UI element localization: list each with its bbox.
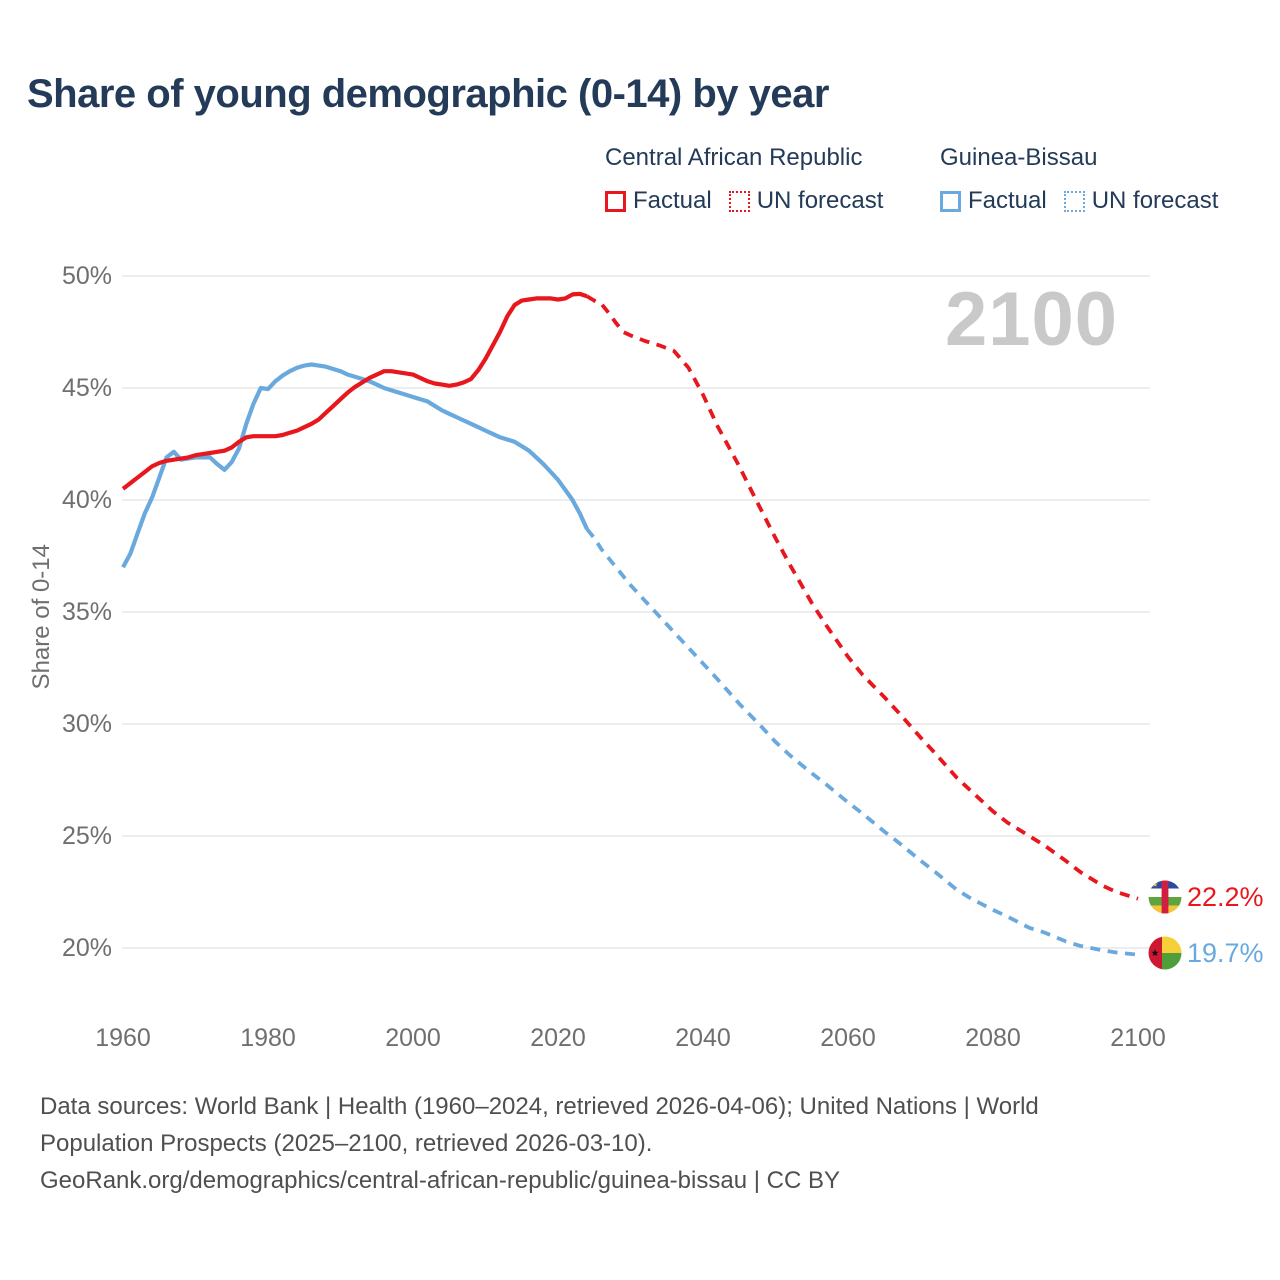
watermark-year: 2100 bbox=[945, 277, 1119, 362]
y-tick-label: 45% bbox=[62, 374, 112, 402]
x-tick-label: 2040 bbox=[675, 1024, 731, 1052]
legend-row: Factual UN forecast bbox=[940, 187, 1235, 215]
data-sources-line-1: Data sources: World Bank | Health (1960–… bbox=[40, 1093, 1039, 1120]
gnb-factual-label: Factual bbox=[968, 187, 1047, 214]
attribution-line: GeoRank.org/demographics/central-african… bbox=[40, 1167, 840, 1194]
gnb-forecast-label: UN forecast bbox=[1091, 187, 1219, 214]
gnb-end-value-label: 19.7% bbox=[1187, 938, 1264, 968]
car-factual-swatch-icon bbox=[605, 190, 626, 212]
central-african-republic-flag-icon bbox=[1148, 880, 1182, 914]
y-tick-label: 40% bbox=[62, 486, 112, 514]
car-end-value-label: 22.2% bbox=[1187, 882, 1264, 912]
legend-group-title: Guinea-Bissau bbox=[940, 144, 1098, 171]
series-car-forecast bbox=[586, 294, 1139, 901]
x-tick-label: 2080 bbox=[965, 1024, 1021, 1052]
legend-row: Factual UN forecast bbox=[605, 187, 900, 215]
page-title: Share of young demographic (0-14) by yea… bbox=[27, 72, 829, 116]
y-tick-label: 25% bbox=[62, 822, 112, 850]
y-tick-label: 20% bbox=[62, 934, 112, 962]
car-forecast-label: UN forecast bbox=[756, 187, 884, 214]
y-tick-label: 30% bbox=[62, 710, 112, 738]
data-sources-line-2: Population Prospects (2025–2100, retriev… bbox=[40, 1130, 653, 1157]
guinea-bissau-flag-icon bbox=[1148, 936, 1182, 970]
footer: Data sources: World Bank | Health (1960–… bbox=[40, 1088, 1039, 1199]
x-tick-label: 2100 bbox=[1110, 1024, 1166, 1052]
series-gnb-forecast bbox=[585, 527, 1139, 957]
x-tick-label: 1980 bbox=[240, 1024, 296, 1052]
legend-group-central-african-republic: Central African Republic Factual UN fore… bbox=[605, 144, 900, 215]
car-forecast-swatch-icon bbox=[728, 190, 750, 212]
y-tick-label: 50% bbox=[62, 262, 112, 290]
gnb-factual-swatch-icon bbox=[940, 190, 961, 212]
gnb-forecast-swatch-icon bbox=[1063, 190, 1085, 212]
series-car-factual bbox=[121, 291, 588, 491]
car-flag-star bbox=[1152, 881, 1158, 887]
x-tick-label: 2000 bbox=[385, 1024, 441, 1052]
y-tick-label: 35% bbox=[62, 598, 112, 626]
x-tick-label: 2060 bbox=[820, 1024, 876, 1052]
legend-group-guinea-bissau: Guinea-Bissau Factual UN forecast bbox=[940, 144, 1235, 215]
x-tick-label: 2020 bbox=[530, 1024, 586, 1052]
series-gnb-factual bbox=[121, 362, 589, 569]
legend-group-title: Central African Republic bbox=[605, 144, 863, 171]
car-factual-label: Factual bbox=[633, 187, 712, 214]
gnb-flag-star bbox=[1151, 949, 1159, 957]
x-tick-label: 1960 bbox=[95, 1024, 151, 1052]
